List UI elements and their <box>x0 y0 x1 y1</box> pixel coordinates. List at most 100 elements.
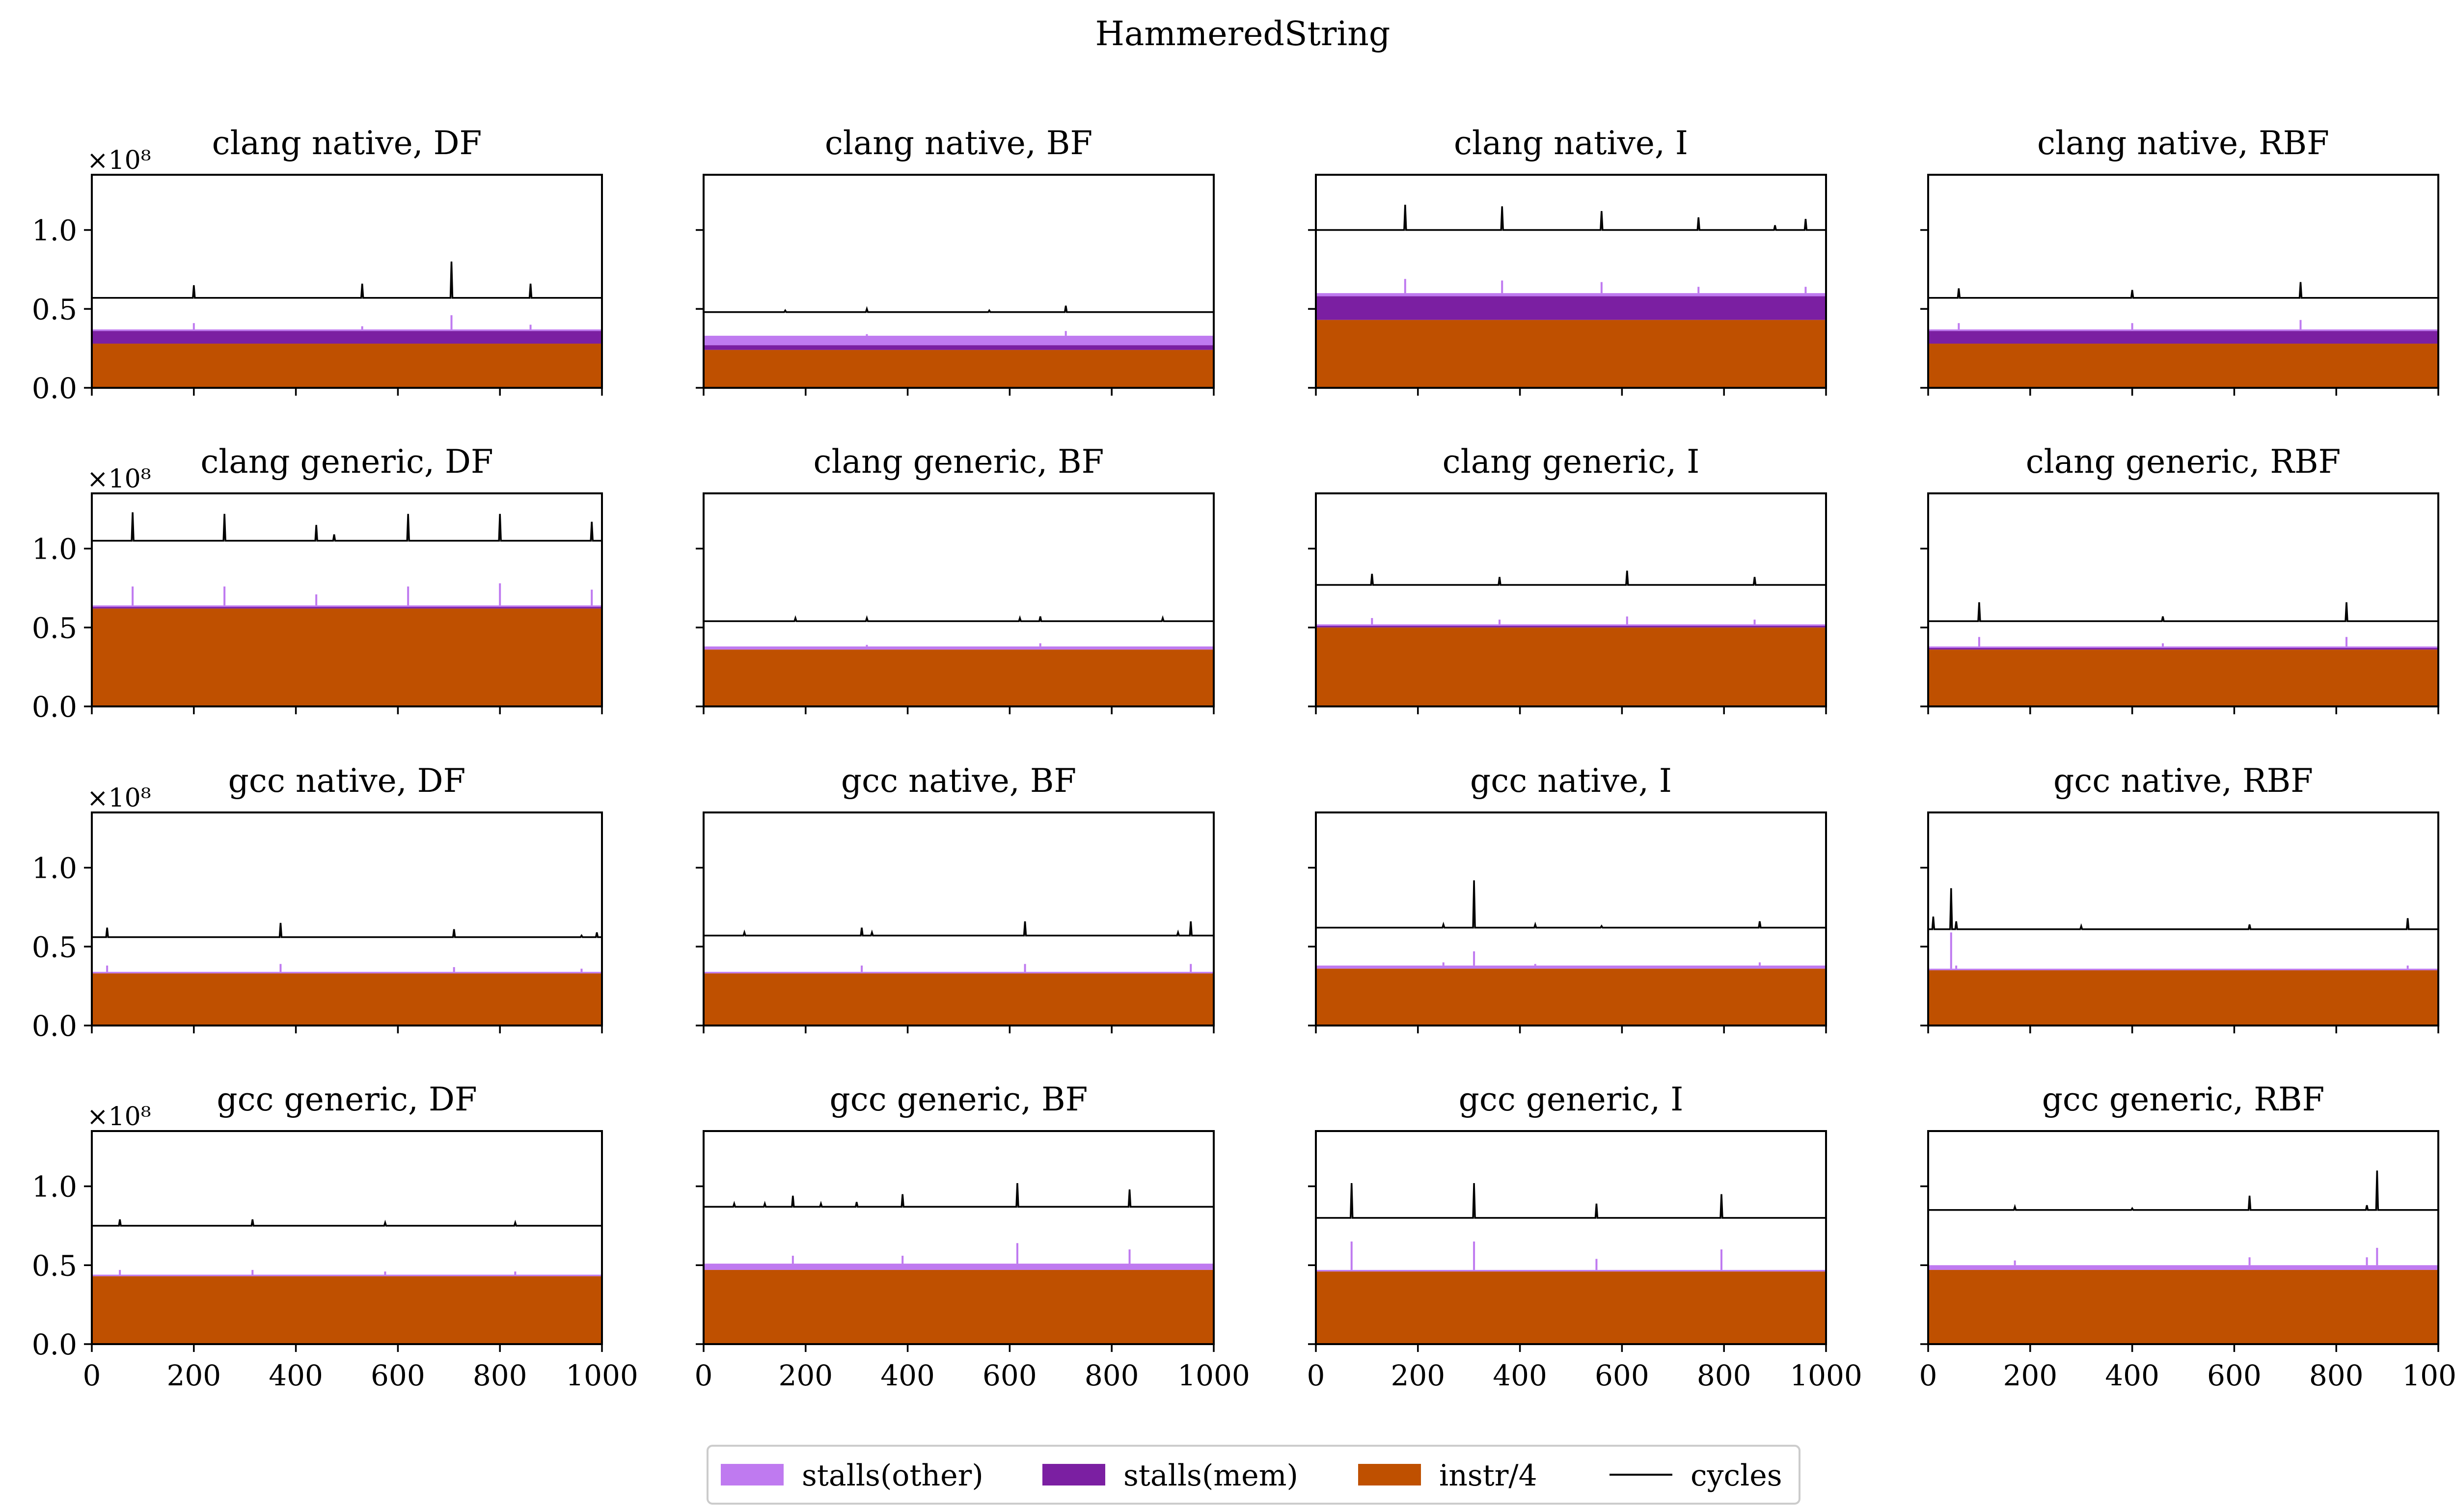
panel-frame <box>1927 492 2439 707</box>
stalls-mem-area <box>92 331 602 344</box>
x-tick-label: 200 <box>778 1359 833 1392</box>
panel-1: clang native, DF 0.0 0.5 1.0 ×10⁸ <box>32 124 603 405</box>
y-exponent-label: ×10⁸ <box>87 1102 151 1132</box>
stalls-other-area <box>1316 965 1826 969</box>
panel-15: gcc generic, I 0 200 400 600 800 1000 <box>1307 1080 1862 1392</box>
panel-title: gcc generic, RBF <box>2042 1080 2325 1118</box>
instr-area <box>1928 1269 2438 1344</box>
cycles-line <box>92 512 602 542</box>
legend-frame <box>707 1445 1800 1505</box>
cycles-line <box>1316 880 1826 929</box>
panel-title: clang generic, DF <box>200 443 493 481</box>
x-tick-label: 0 <box>83 1359 101 1392</box>
y-exponent-label: ×10⁸ <box>87 783 151 813</box>
cycles-line <box>704 1183 1214 1208</box>
x-tick-label: 600 <box>2207 1359 2262 1392</box>
y-tick-label: 0.0 <box>32 1328 77 1361</box>
stalls-mem-area <box>1316 296 1826 320</box>
y-tick-label: 0.0 <box>32 1009 77 1043</box>
legend-swatch <box>721 1464 784 1485</box>
panel-16: gcc generic, RBF 0 200 400 600 800 1000 <box>1919 1080 2455 1392</box>
x-tick-label: 200 <box>2003 1359 2057 1392</box>
x-tick-label: 200 <box>1391 1359 1445 1392</box>
x-tick-label: 0 <box>695 1359 713 1392</box>
cycles-line <box>704 921 1214 937</box>
x-tick-label: 1000 <box>566 1359 638 1392</box>
cycles-line <box>92 261 602 299</box>
panel-frame <box>1315 1130 1827 1345</box>
stalls-other-area <box>704 335 1214 346</box>
legend-item-cycles: cycles <box>1609 1458 1782 1493</box>
stalls-other-area <box>1928 329 2438 331</box>
panel-3: clang native, I <box>1308 124 1827 396</box>
panel-frame <box>1927 174 2439 389</box>
cycles-line <box>1316 570 1826 586</box>
instr-area <box>1928 649 2438 706</box>
y-exponent-label: ×10⁸ <box>87 464 151 494</box>
legend-swatch <box>1042 1464 1105 1485</box>
legend-label: stalls(other) <box>802 1458 983 1493</box>
x-tick-label: 800 <box>1697 1359 1751 1392</box>
y-tick-label: 1.0 <box>32 533 77 566</box>
stalls-other-area <box>704 646 1214 650</box>
cycles-line <box>1928 888 2438 930</box>
legend-label: instr/4 <box>1439 1458 1537 1493</box>
legend-label: cycles <box>1691 1458 1782 1493</box>
stalls-other-area <box>1316 624 1826 626</box>
cycles-line <box>1928 602 2438 622</box>
cycles-line <box>92 922 602 938</box>
instr-area <box>704 649 1214 706</box>
stalls-other-area <box>1928 1265 2438 1270</box>
instr-area <box>1316 1271 1826 1344</box>
stalls-mem-area <box>1928 331 2438 344</box>
instr-area <box>1928 970 2438 1026</box>
x-tick-label: 400 <box>2105 1359 2159 1392</box>
legend-item-stalls_other: stalls(other) <box>721 1458 983 1493</box>
panel-title: clang native, I <box>1454 124 1688 162</box>
cycles-line <box>1928 1170 2438 1211</box>
panel-6: clang generic, BF <box>696 443 1215 714</box>
panels-grid: clang native, DF0.00.51.0×10⁸ clang nativ… <box>32 124 2455 1392</box>
x-tick-label: 600 <box>982 1359 1037 1392</box>
panel-title: clang generic, RBF <box>2026 443 2341 481</box>
legend-item-stalls_mem: stalls(mem) <box>1042 1458 1298 1493</box>
instr-area <box>92 343 602 388</box>
panel-title: gcc native, RBF <box>2053 762 2313 800</box>
panel-frame <box>1315 174 1827 389</box>
panel-frame <box>1315 492 1827 707</box>
legend-item-instr: instr/4 <box>1358 1458 1537 1493</box>
instr-area <box>704 973 1214 1026</box>
stalls-other-area <box>92 329 602 331</box>
panel-frame <box>91 1130 603 1345</box>
panel-frame <box>1315 811 1827 1026</box>
panel-10: gcc native, BF <box>696 762 1215 1033</box>
y-tick-label: 0.0 <box>32 372 77 405</box>
panel-title: gcc native, BF <box>841 762 1076 800</box>
panel-title: gcc generic, DF <box>217 1080 477 1118</box>
panel-13: gcc generic, DF 0.0 0.5 1.0 ×10⁸ 0 200 400 600 80… <box>32 1080 638 1392</box>
x-tick-label: 800 <box>1085 1359 1139 1392</box>
stalls-other-area <box>704 1264 1214 1270</box>
instr-area <box>1316 969 1826 1026</box>
panel-frame <box>703 1130 1215 1345</box>
stalls-other-area <box>1316 293 1826 297</box>
x-tick-label: 1000 <box>1177 1359 1250 1392</box>
panel-frame <box>1927 811 2439 1026</box>
x-tick-label: 1000 <box>2402 1359 2455 1392</box>
panel-9: gcc native, DF 0.0 0.5 1.0 ×10⁸ <box>32 762 603 1043</box>
panel-11: gcc native, I <box>1308 762 1827 1033</box>
x-tick-label: 400 <box>1493 1359 1547 1392</box>
instr-area <box>1928 343 2438 388</box>
y-tick-label: 0.5 <box>32 930 77 964</box>
cycles-line <box>704 615 1214 622</box>
panel-frame <box>703 174 1215 389</box>
stalls-mem-area <box>1928 648 2438 650</box>
panel-title: gcc generic, BF <box>830 1080 1088 1118</box>
y-tick-label: 0.5 <box>32 1249 77 1282</box>
panel-frame <box>703 492 1215 707</box>
y-tick-label: 1.0 <box>32 852 77 885</box>
panel-2: clang native, BF <box>696 124 1215 396</box>
stalls-mem-area <box>704 345 1214 350</box>
instr-area <box>704 1269 1214 1344</box>
